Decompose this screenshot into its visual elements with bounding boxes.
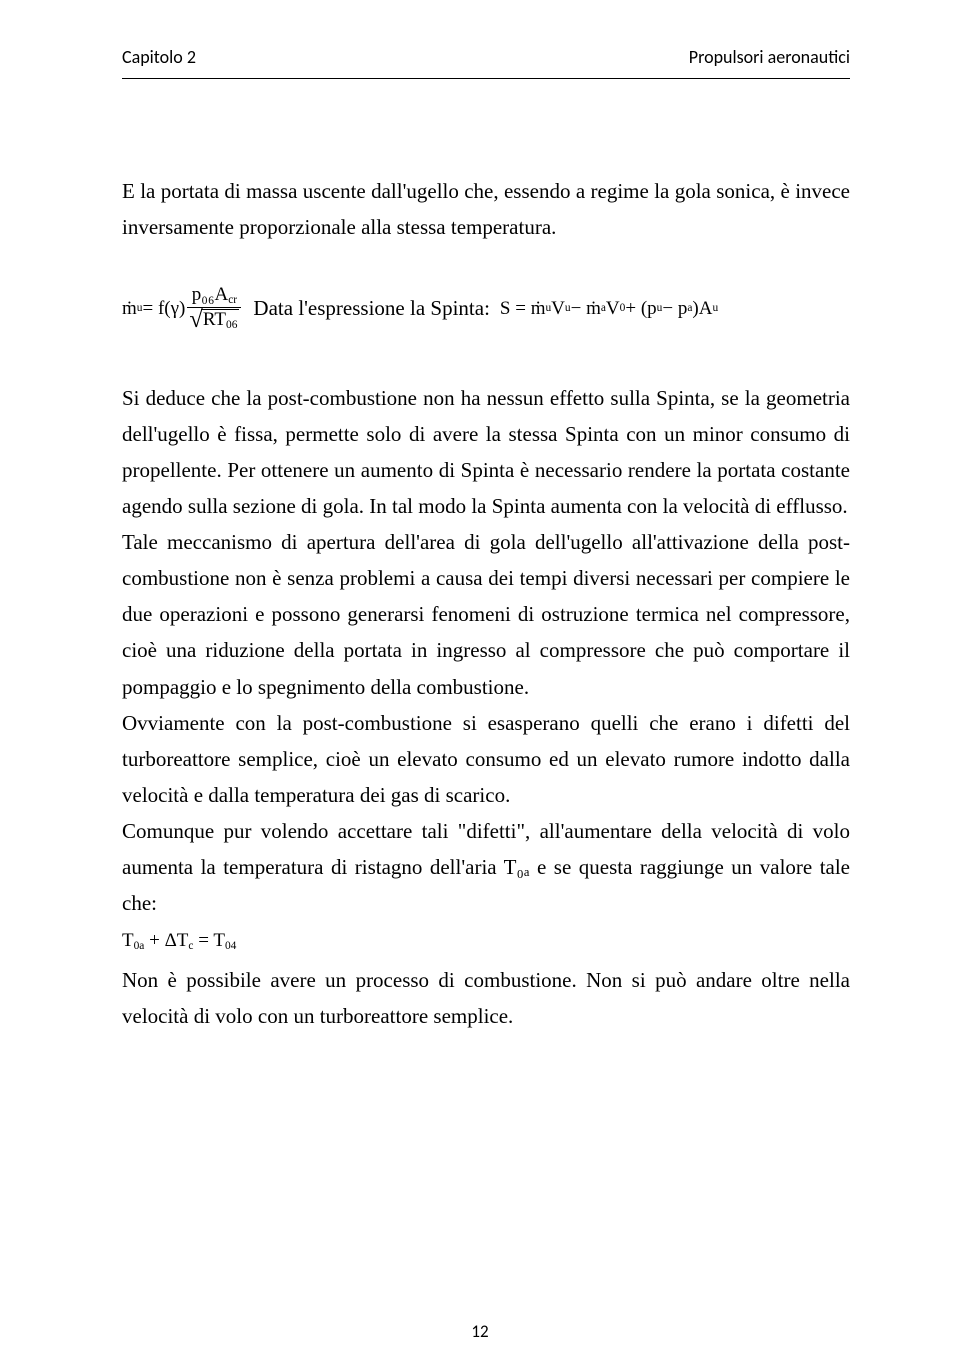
thrust-a: S = ṁ <box>500 299 546 318</box>
sub-0a: 0a <box>134 940 145 952</box>
f-gamma: = f(γ) <box>142 299 185 318</box>
mdot-symbol: ṁ <box>122 299 137 318</box>
thrust-d: V <box>606 299 620 318</box>
main-body: Si deduce che la post-combustione non ha… <box>122 380 850 1035</box>
sub-04: 04 <box>225 940 236 952</box>
spacer <box>122 79 850 173</box>
mass-flow-formula: ṁu = f(γ) p₀₆Acr √ RT06 <box>122 285 243 332</box>
sqrt: √ RT06 <box>189 309 239 331</box>
eq2-a: T <box>122 930 134 951</box>
eq2-b: + ΔT <box>149 930 188 951</box>
spacer <box>122 336 850 380</box>
intro-line-1: E la portata di massa uscente dall'ugell… <box>122 179 775 203</box>
fraction-num: p₀₆Acr <box>190 285 239 307</box>
spacer <box>122 245 850 275</box>
page-number: 12 <box>0 1321 960 1342</box>
eq2-c: = T <box>198 930 225 951</box>
paragraph-3: Ovviamente con la post-combustione si es… <box>122 711 850 807</box>
thrust-e: + (p <box>625 299 656 318</box>
fraction-den: √ RT06 <box>187 307 241 331</box>
sub-cr: cr <box>228 294 237 306</box>
paragraph-5: Non è possibile avere un processo di com… <box>122 968 850 1028</box>
formula-row: ṁu = f(γ) p₀₆Acr √ RT06 Data l'espressio… <box>122 285 850 332</box>
thrust-formula: S = ṁu Vu − ṁa V0 + (pu − pa )Au <box>500 299 718 318</box>
page-header: Capitolo 2 Propulsori aeronautici <box>122 46 850 72</box>
sub-c: c <box>188 940 193 952</box>
equation-2: T0a + ΔTc = T04 <box>122 925 236 958</box>
sub-u: u <box>712 303 718 314</box>
intro-paragraph: E la portata di massa uscente dall'ugell… <box>122 173 850 245</box>
header-right: Propulsori aeronautici <box>689 46 850 68</box>
sub-06: 06 <box>226 319 237 331</box>
spinta-label: Data l'espressione la Spinta: <box>253 298 489 319</box>
thrust-f: − p <box>662 299 687 318</box>
paragraph-4: Comunque pur volendo accettare tali "dif… <box>122 819 850 915</box>
num-text: p₀₆A <box>192 284 228 305</box>
rt-text: RT <box>203 309 226 330</box>
fraction: p₀₆Acr √ RT06 <box>187 285 241 332</box>
thrust-g: )A <box>692 299 712 318</box>
radicand: RT06 <box>201 309 240 331</box>
paragraph-1: Si deduce che la post-combustione non ha… <box>122 386 850 518</box>
thrust-b: V <box>551 299 565 318</box>
header-left: Capitolo 2 <box>122 46 196 68</box>
thrust-c: − ṁ <box>571 299 601 318</box>
paragraph-2: Tale meccanismo di apertura dell'area di… <box>122 530 850 698</box>
page: Capitolo 2 Propulsori aeronautici E la p… <box>0 0 960 1366</box>
